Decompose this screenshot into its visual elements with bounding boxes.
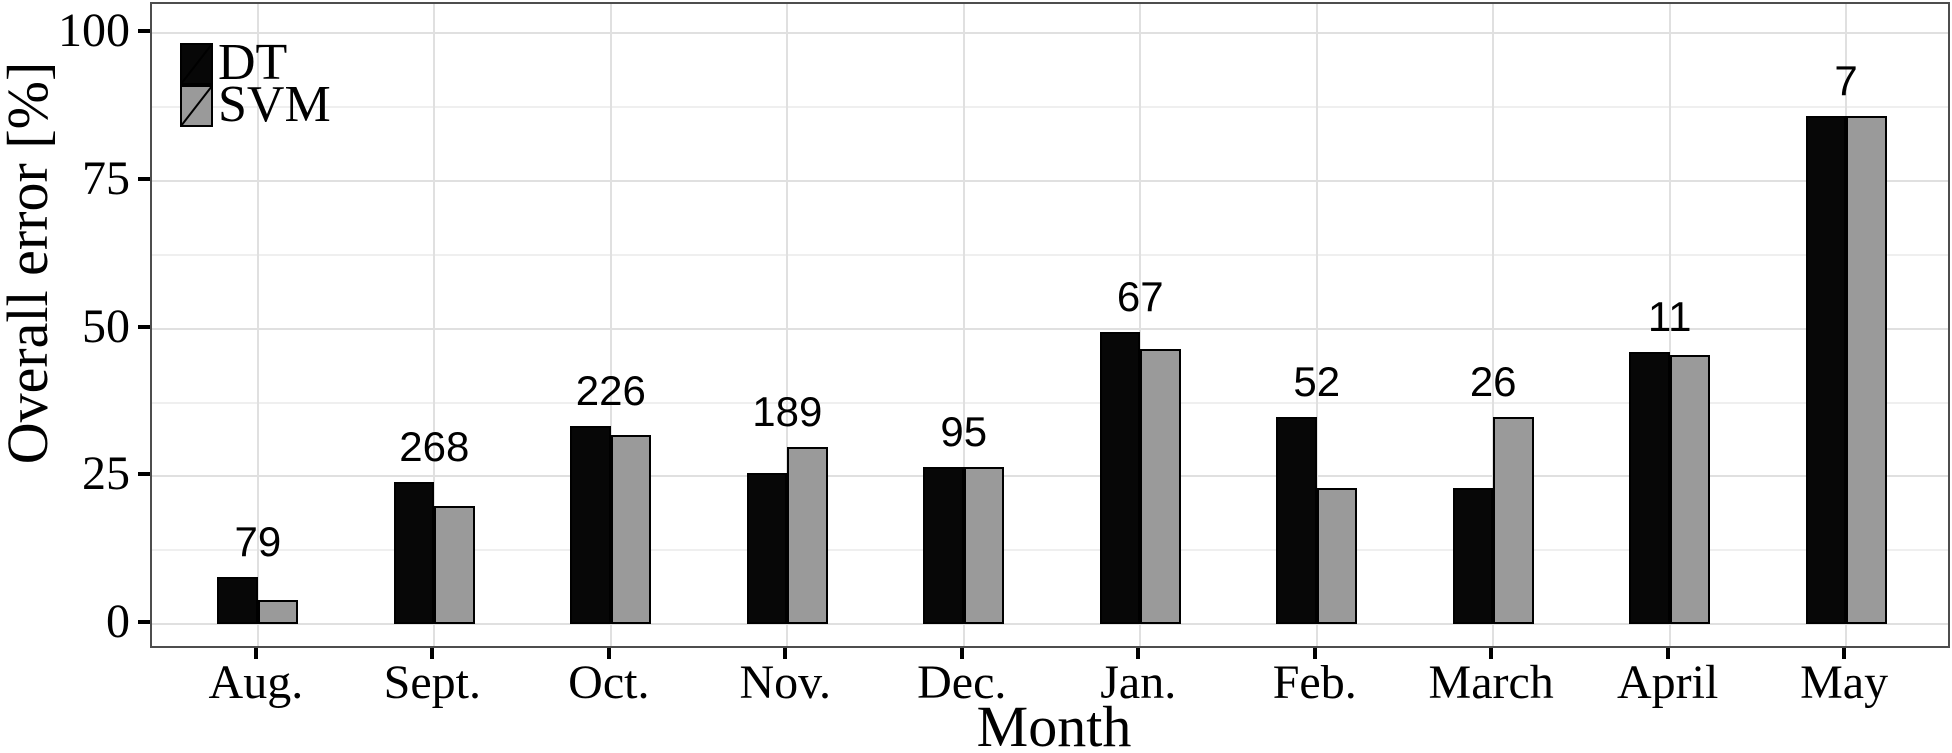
x-tick	[606, 648, 611, 659]
x-tick-label: Feb.	[1272, 656, 1357, 709]
gridline-minor-horizontal	[152, 401, 1948, 404]
bar-count-label: 226	[575, 367, 646, 415]
bar-svm-feb	[1316, 488, 1358, 624]
bar-svm-jan	[1140, 349, 1181, 624]
gridline-major-horizontal	[152, 475, 1948, 478]
x-tick-label: April	[1616, 656, 1719, 709]
bar-svm-aug	[257, 600, 299, 624]
x-axis-title: Month	[976, 694, 1132, 753]
gridline-vertical-march	[1492, 4, 1495, 646]
x-tick-label: Sept.	[383, 656, 482, 709]
bar-dt-march	[1452, 488, 1494, 624]
svm-swatch-icon	[180, 85, 213, 127]
gridline-major-horizontal	[152, 32, 1948, 35]
bar-count-label: 268	[399, 423, 470, 471]
bar-dt-nov	[746, 473, 788, 624]
gridline-vertical-april	[1668, 4, 1671, 646]
x-tick	[783, 648, 788, 659]
bar-dt-dec	[923, 467, 964, 624]
bar-svm-dec	[963, 467, 1005, 624]
bar-count-label: 189	[752, 387, 823, 435]
bar-count-label: 95	[940, 408, 988, 456]
gridline-minor-horizontal	[152, 549, 1948, 552]
bar-dt-may	[1805, 116, 1847, 624]
legend-label-dt: DT	[218, 34, 288, 91]
gridline-vertical-feb	[1315, 4, 1318, 646]
x-tick-label: Dec.	[917, 656, 1007, 709]
bar-dt-feb	[1276, 417, 1317, 624]
legend-label-svm: SVM	[218, 76, 331, 133]
x-tick	[1312, 648, 1317, 659]
y-tick-label: 75	[82, 152, 130, 206]
x-tick	[1842, 648, 1847, 659]
gridline-vertical-dec	[962, 4, 965, 646]
bar-count-label: 7	[1834, 57, 1858, 105]
bar-dt-aug	[217, 576, 258, 624]
y-tick	[138, 472, 150, 477]
bar-svm-march	[1493, 417, 1534, 624]
gridline-vertical-aug	[256, 4, 259, 646]
bar-dt-jan	[1099, 331, 1141, 624]
x-tick	[1136, 648, 1141, 659]
bar-count-label: 52	[1293, 358, 1341, 406]
bar-dt-sept	[393, 482, 435, 624]
gridline-minor-horizontal	[152, 253, 1948, 256]
gridline-vertical-sept	[433, 4, 436, 646]
bar-svm-oct	[610, 435, 652, 624]
x-tick	[959, 648, 964, 659]
bar-count-label: 11	[1647, 293, 1692, 341]
bar-count-label: 26	[1469, 358, 1517, 406]
y-tick-label: 0	[106, 595, 130, 648]
bar-svm-may	[1846, 116, 1887, 624]
x-tick-label: Aug.	[208, 656, 304, 709]
plot-panel: 79 268 226 189 95 67 52 26 11 7	[150, 2, 1950, 648]
x-tick-label: Nov.	[739, 656, 832, 709]
x-tick	[430, 648, 435, 659]
gridline-vertical-nov	[786, 4, 789, 646]
x-tick-label: Jan.	[1100, 656, 1177, 709]
gridline-vertical-jan	[1139, 4, 1142, 646]
gridline-major-horizontal	[152, 327, 1948, 330]
x-tick	[253, 648, 258, 659]
y-tick-label: 50	[82, 299, 130, 353]
x-tick	[1489, 648, 1494, 659]
y-tick	[138, 177, 150, 182]
gridline-major-horizontal	[152, 623, 1948, 625]
gridline-major-horizontal	[152, 180, 1948, 183]
bar-dt-april	[1629, 352, 1670, 624]
bar-count-label: 79	[234, 517, 282, 565]
x-tick-label: Oct.	[568, 656, 650, 709]
dt-swatch-icon	[180, 43, 213, 85]
bar-svm-nov	[787, 446, 828, 624]
gridline-vertical-oct	[609, 4, 612, 646]
x-tick	[1665, 648, 1670, 659]
x-tick-label: May	[1800, 656, 1889, 709]
y-tick	[138, 620, 150, 624]
y-tick	[138, 324, 150, 329]
gridline-minor-horizontal	[152, 106, 1948, 109]
bar-count-label: 67	[1116, 272, 1164, 320]
y-tick	[138, 29, 150, 34]
bar-dt-oct	[570, 426, 611, 624]
x-tick-label: March	[1428, 656, 1554, 709]
y-tick-label: 100	[58, 4, 130, 58]
y-tick-label: 25	[82, 447, 130, 501]
bar-svm-sept	[434, 505, 475, 624]
bar-svm-april	[1669, 355, 1711, 624]
